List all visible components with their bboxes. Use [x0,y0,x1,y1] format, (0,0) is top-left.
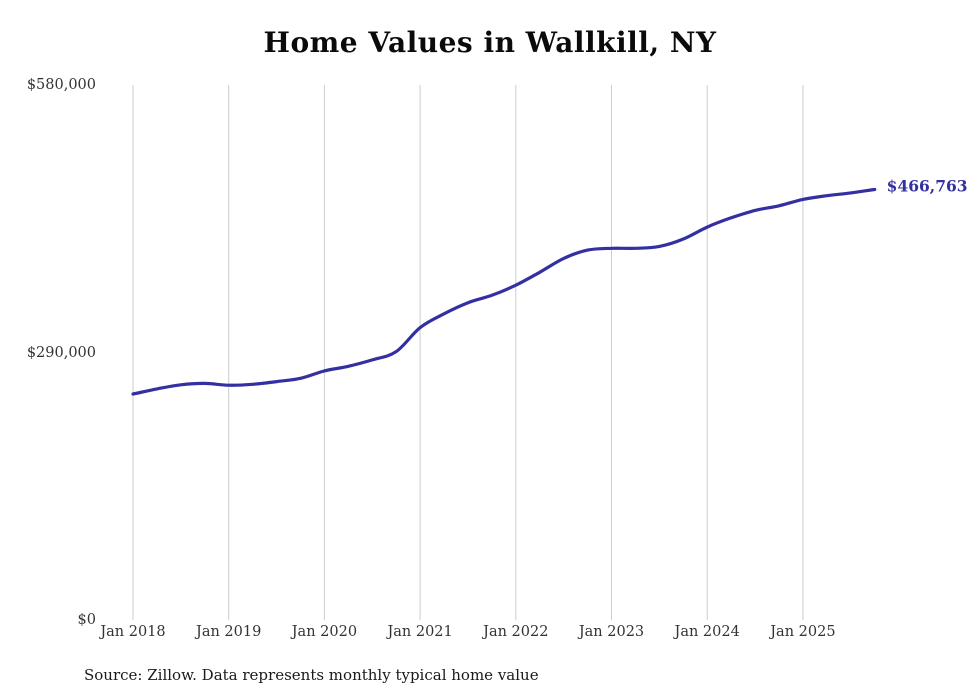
y-axis-tick-label: $290,000 [26,344,96,361]
x-axis-tick-label: Jan 2024 [674,624,740,640]
latest-value-label: $466,763 [886,176,968,196]
x-axis-tick-label: Jan 2025 [770,624,836,640]
x-axis-tick-label: Jan 2021 [387,624,453,640]
x-axis-tick-label: Jan 2018 [100,624,166,640]
home-value-line [131,187,877,396]
x-axis-tick-label: Jan 2023 [578,624,645,640]
x-axis-tick-label: Jan 2020 [291,624,358,640]
chart-title: Home Values in Wallkill, NY [263,26,717,59]
x-axis-tick-label: Jan 2019 [196,624,262,640]
y-axis-tick-label: $0 [77,612,96,628]
x-axis-tick-label: Jan 2022 [483,624,549,640]
y-axis-tick-label: $580,000 [26,77,96,93]
source-note: Source: Zillow. Data represents monthly … [84,666,539,684]
